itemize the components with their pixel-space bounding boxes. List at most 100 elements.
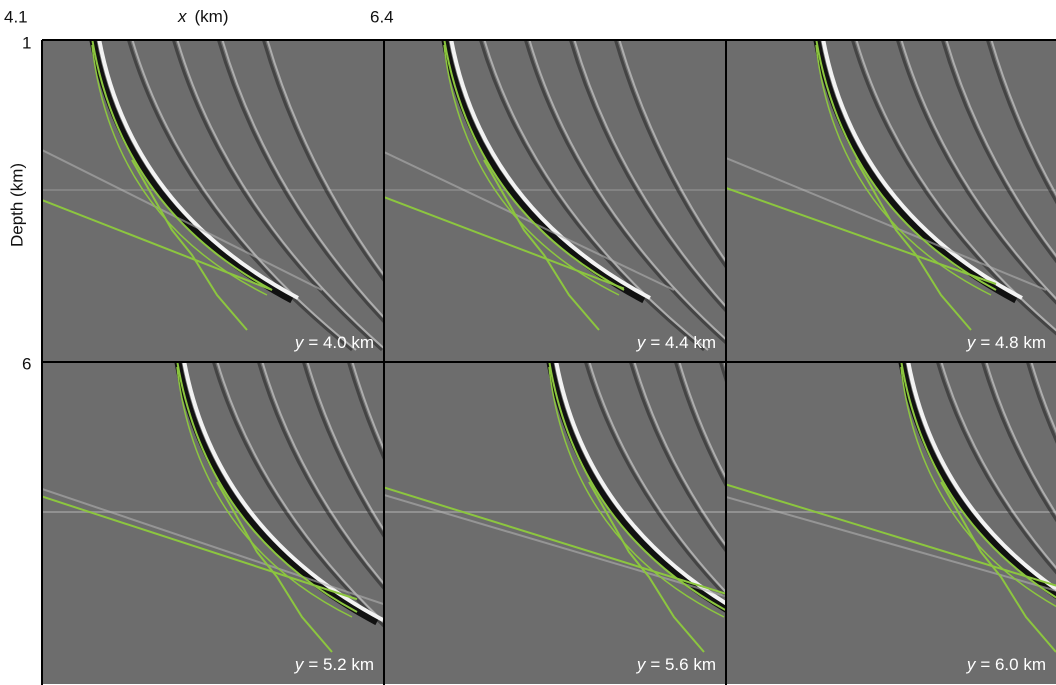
event-dark [628,362,726,554]
event-light [618,40,726,263]
panel-text: = 5.6 km [650,655,716,674]
pick-curve [91,40,273,291]
pick-curve [900,362,1056,599]
event-light [221,40,384,319]
pick-down [855,159,972,331]
diag [42,488,384,606]
panel-label: y = 4.4 km [636,333,716,352]
panel-label: y = 5.2 km [294,655,374,674]
pick-curve2 [548,366,725,618]
pick-curve2 [900,366,1056,608]
pick-cross [726,187,997,285]
event-dark [216,40,384,324]
event-light [678,362,726,480]
panel: y = 6.0 km [726,362,1056,684]
panel: y = 5.2 km [42,362,384,684]
y-start: 1 [22,33,31,52]
event-dark [523,40,726,345]
pick-curve [815,40,997,291]
panel-text: = 4.4 km [650,333,716,352]
event-light [216,362,384,624]
event-light [351,362,384,452]
pick-down [216,481,333,653]
panel-label: y = 6.0 km [966,655,1046,674]
event-dark [568,40,726,314]
pick-cross [42,199,273,291]
event-light [900,40,1056,300]
main-dark [89,40,294,304]
event-dark [171,40,383,352]
event-dark [478,40,705,352]
x-var: x [177,7,187,26]
event-dark [256,362,384,591]
pick-cross [726,483,1056,587]
event-dark [673,362,726,489]
pick-cross [384,196,625,290]
event-light [573,40,726,308]
panel-bg [384,362,726,684]
pick-cross [42,495,358,601]
main-light [449,40,651,300]
pick-down [131,159,248,331]
event-dark [126,40,353,352]
panel-var: y [966,333,977,352]
x-label: x (km) [177,7,228,26]
event-light [483,40,709,351]
event-light [176,40,384,350]
pick-curve [176,362,358,613]
panel-var: y [294,655,305,674]
event-dark [940,40,1056,264]
panel-var: y [636,655,647,674]
event-dark [895,40,1056,305]
event-light [990,40,1056,197]
main-light [906,362,1056,592]
y-label: Depth (km) [7,163,26,247]
event-dark [613,40,726,270]
panel-text: = 4.8 km [980,333,1046,352]
panel-label: y = 4.0 km [294,333,374,352]
event-light [940,362,1056,570]
event-light [588,362,726,594]
panel: y = 4.0 km [42,40,384,362]
pick-cross [384,486,726,595]
event-light [1030,362,1056,434]
x-end: 6.4 [370,7,394,26]
panel: y = 4.4 km [384,40,726,362]
main-dark [174,362,379,626]
pick-curve2 [176,366,353,618]
event-light [633,362,726,548]
event-light [261,362,384,586]
event-dark [980,362,1056,523]
panel: y = 4.8 km [726,40,1056,362]
diag [726,157,1047,291]
event-dark [583,362,726,599]
event-dark [1025,362,1056,444]
y-end: 6 [22,354,31,373]
panel-label: y = 5.6 km [636,655,716,674]
pick-down [483,159,600,331]
event-dark [850,40,1056,336]
event-dark [985,40,1056,205]
event-dark [935,362,1056,575]
event-dark [301,362,384,539]
main-light [97,40,299,300]
diag [384,151,675,291]
event-dark [346,362,384,462]
panel-text: = 5.2 km [308,655,374,674]
panel-bg [384,40,726,362]
event-dark [261,40,384,283]
diag [42,149,323,291]
diag [384,494,726,598]
diag [726,496,1056,592]
panels: y = 4.0 km y = 4.4 km y = 4.8 kmy = 5.2 km y = 5… [41,39,1056,685]
event-light [945,40,1056,258]
event-dark [211,362,384,629]
event-light [985,362,1056,516]
event-light [855,40,1056,332]
pick-curve [443,40,625,291]
event-light [528,40,726,341]
panel-label: y = 4.8 km [966,333,1046,352]
panel-bg [726,362,1056,684]
pick-curve [548,362,726,612]
